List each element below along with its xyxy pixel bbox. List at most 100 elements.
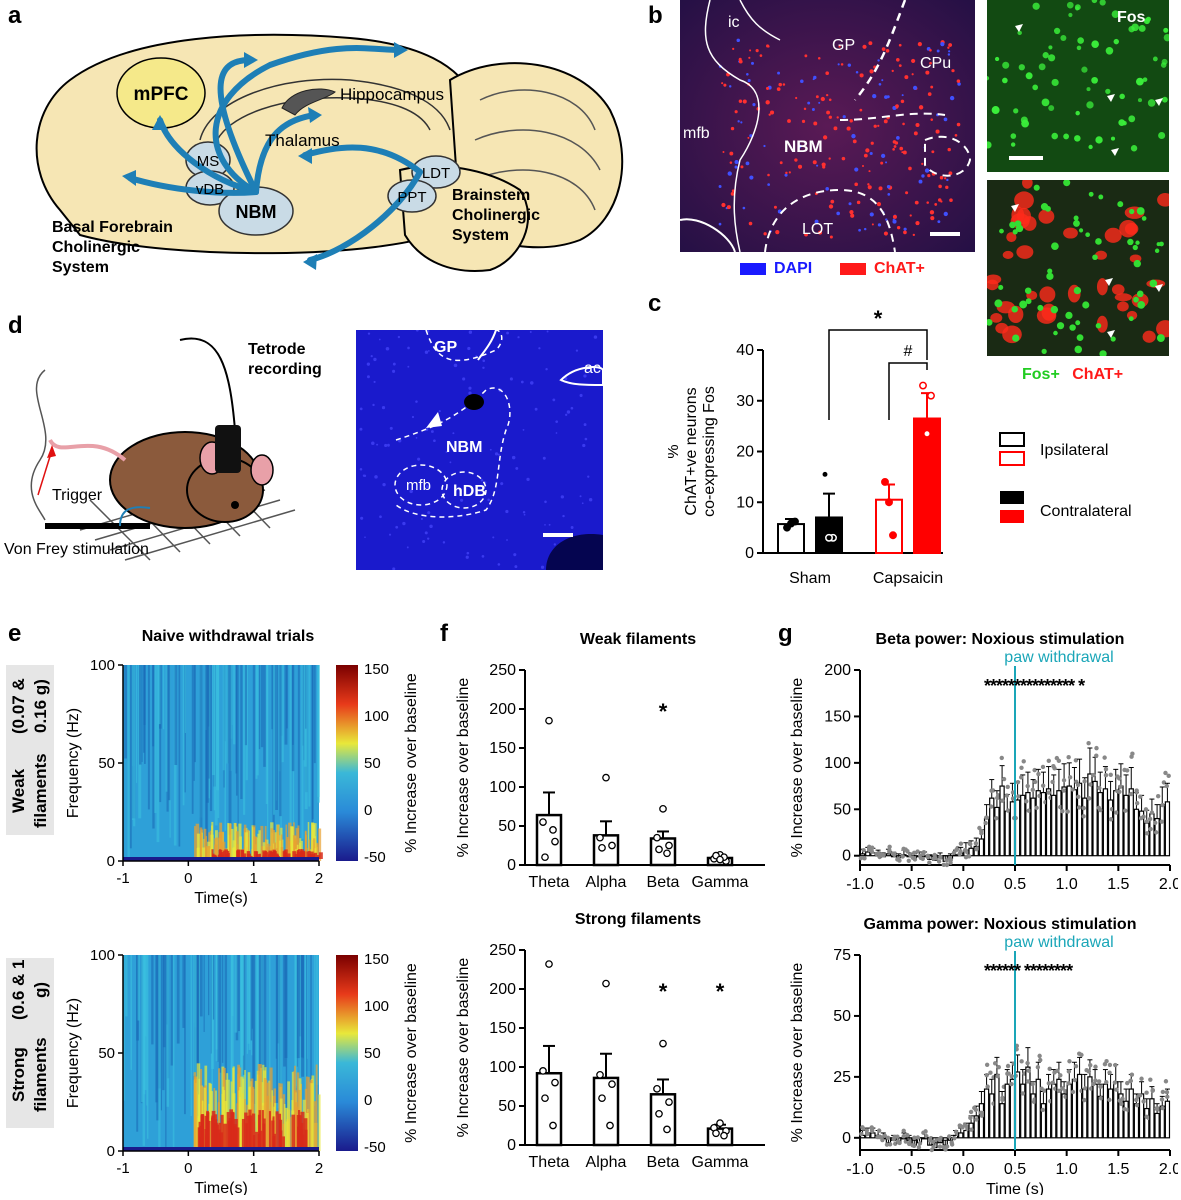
spectrogram-streak xyxy=(280,665,284,763)
data-point xyxy=(1065,809,1070,814)
x-tick-label: -1 xyxy=(116,870,129,887)
spectrogram-streak xyxy=(210,955,212,1054)
data-point xyxy=(1097,785,1102,791)
data-point xyxy=(887,848,892,853)
data-point xyxy=(1050,779,1055,785)
data-point xyxy=(1037,793,1042,799)
dapi-dot xyxy=(363,474,367,478)
fos-cell-dot xyxy=(1074,135,1081,142)
bar xyxy=(1030,797,1036,857)
bar xyxy=(1045,1088,1052,1139)
cell-dot xyxy=(830,199,835,204)
colorbar-tick-label: 150 xyxy=(364,661,389,678)
dapi-dot xyxy=(480,478,484,482)
dapi-dot xyxy=(509,377,513,381)
data-point xyxy=(905,1132,910,1138)
cell-dot xyxy=(940,42,945,47)
spectrogram-streak xyxy=(174,665,178,766)
dapi-dot xyxy=(514,565,518,569)
fos-cell-dot xyxy=(1098,194,1104,200)
dapi-dot xyxy=(452,432,455,435)
ms-label: MS xyxy=(197,153,220,170)
data-point xyxy=(1081,814,1086,819)
cell-dot xyxy=(723,83,727,87)
dapi-dot xyxy=(449,461,452,464)
data-point xyxy=(551,837,559,846)
data-point xyxy=(985,1084,990,1089)
x-tick-label: 1 xyxy=(249,870,257,887)
spectrogram-streak xyxy=(285,955,288,1123)
y-tick-label: 100 xyxy=(489,779,516,796)
dapi-dot xyxy=(386,443,390,447)
bar xyxy=(1159,804,1165,857)
data-point xyxy=(1039,1086,1044,1091)
spectrogram-band xyxy=(304,848,308,861)
data-point xyxy=(869,849,875,854)
cell-dot xyxy=(885,161,888,164)
dapi-dot xyxy=(411,415,415,419)
fos-cell-dot xyxy=(1135,77,1144,86)
spectrogram-streak xyxy=(160,955,162,1111)
dapi-dot xyxy=(395,525,399,529)
data-point xyxy=(1083,1086,1088,1091)
cell-dot xyxy=(826,110,831,115)
dapi-dot xyxy=(468,391,472,395)
dapi-dot xyxy=(442,541,446,544)
fos-cell-dot xyxy=(1119,93,1125,100)
spectrogram-streak xyxy=(243,665,246,815)
mfb-label: mfb xyxy=(683,125,710,142)
x-tick-label: 0.5 xyxy=(1004,876,1026,893)
bar xyxy=(1149,1098,1155,1139)
cell-dot xyxy=(728,85,732,88)
spectrogram-streak xyxy=(240,665,243,800)
data-point xyxy=(916,1145,922,1150)
cell-dot xyxy=(918,105,924,110)
bar xyxy=(1128,788,1134,857)
cell-dot xyxy=(911,58,916,64)
spectrogram-band xyxy=(196,847,200,861)
dapi-dot xyxy=(371,441,375,446)
cell-dot xyxy=(915,220,920,226)
x-tick-label: -1.0 xyxy=(846,1161,874,1178)
cell-dot xyxy=(837,63,840,66)
spectrogram-band xyxy=(203,828,207,861)
bar xyxy=(1113,790,1119,857)
spectrogram-band xyxy=(283,1103,286,1151)
spectrogram-streak xyxy=(142,955,146,1146)
spectrogram-streak xyxy=(184,665,186,733)
data-point xyxy=(921,1130,926,1135)
spectrogram-streak xyxy=(195,955,197,1120)
spectrogram-streak xyxy=(260,665,264,748)
data-point xyxy=(927,860,932,865)
fos-cell-dot xyxy=(1152,56,1158,62)
dapi-dot xyxy=(407,346,410,350)
data-point xyxy=(1067,1059,1072,1064)
dapi-dot xyxy=(424,531,428,535)
y-tick-label: 25 xyxy=(833,1069,851,1086)
basal-label-1: Basal Forebrain xyxy=(52,219,173,236)
cell-dot xyxy=(929,48,932,52)
y-axis-label: % Increase over baseline xyxy=(455,958,472,1138)
data-point xyxy=(949,1142,955,1147)
data-point xyxy=(1094,753,1099,758)
cell-dot xyxy=(938,184,942,189)
data-point xyxy=(1144,831,1150,836)
spectrogram-band xyxy=(229,824,232,861)
cell-dot xyxy=(856,200,861,205)
spectrogram-streak xyxy=(269,955,271,1137)
data-point xyxy=(865,1131,870,1137)
spectrogram-hot xyxy=(262,1123,266,1149)
dapi-dot xyxy=(409,489,413,494)
dapi-dot xyxy=(579,495,582,498)
data-point xyxy=(1123,808,1128,813)
bar xyxy=(1154,1112,1160,1139)
cell-dot xyxy=(877,59,880,62)
y-axis-label: Frequency (Hz) xyxy=(65,708,82,818)
data-point xyxy=(1103,772,1109,778)
cell-dot xyxy=(745,161,750,166)
chat-cell xyxy=(1022,180,1033,189)
cell-dot xyxy=(954,134,958,137)
dapi-dot xyxy=(570,526,574,529)
cell-dot xyxy=(929,210,935,215)
